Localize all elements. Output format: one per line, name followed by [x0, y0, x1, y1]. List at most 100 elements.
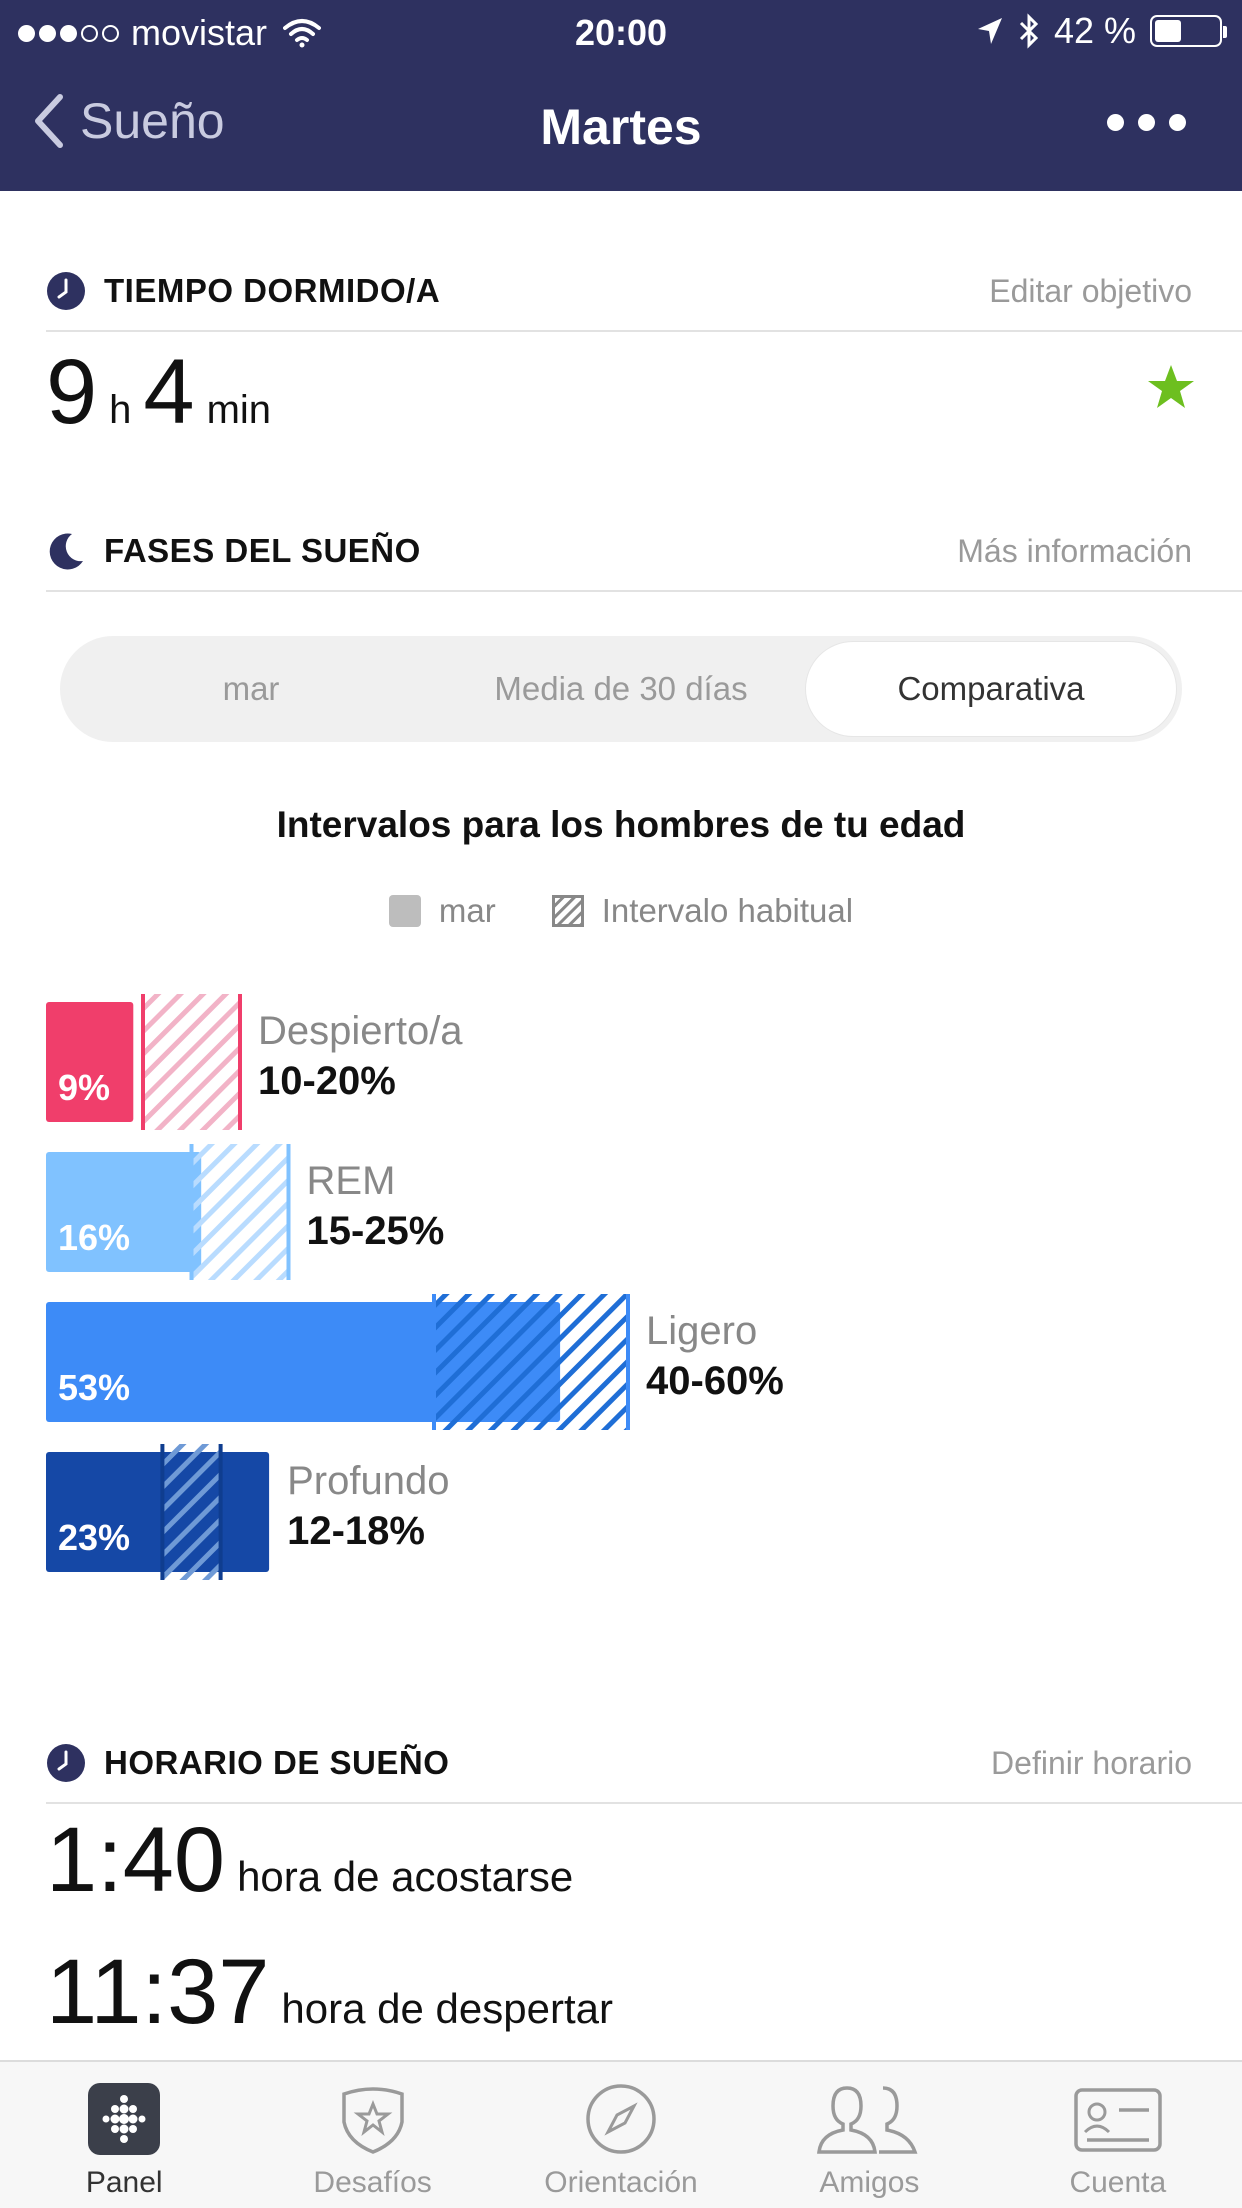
sleep-duration: 9 h 4 min	[46, 340, 283, 445]
minutes-unit: min	[206, 388, 272, 432]
tab-panel[interactable]: Panel	[0, 2062, 248, 2208]
more-info-link[interactable]: Más información	[957, 532, 1192, 569]
category-label-1: REM	[307, 1159, 396, 1203]
tab-guidance[interactable]: Orientación	[497, 2062, 745, 2208]
range-3	[162, 1444, 221, 1580]
set-schedule-link[interactable]: Definir horario	[991, 1744, 1192, 1781]
more-dot-icon	[1107, 114, 1124, 131]
segment-30-day-average[interactable]: Media de 30 días	[494, 670, 748, 707]
range-max-line-0	[238, 994, 242, 1130]
category-label-0: Despierto/a	[258, 1009, 463, 1053]
goal-star-icon	[1148, 365, 1194, 408]
legend-hatch-swatch	[551, 895, 584, 927]
range-2	[434, 1294, 628, 1430]
legend-range-label: Intervalo habitual	[601, 892, 854, 929]
tab-guidance-label: Orientación	[544, 2166, 698, 2199]
range-max-line-2	[626, 1294, 630, 1430]
more-options-button[interactable]	[1107, 114, 1186, 131]
app-header: movistar 20:00 42 %	[0, 0, 1242, 191]
tab-friends-label: Amigos	[819, 2166, 920, 2199]
legend-day-label: mar	[438, 892, 496, 929]
sleep-time-title: TIEMPO DORMIDO/A	[104, 272, 441, 309]
more-dot-icon	[1138, 114, 1155, 131]
sleep-minutes: 4	[143, 341, 195, 443]
value-label-3: 23%	[58, 1517, 130, 1558]
back-button-label: Sueño	[80, 93, 225, 149]
battery-icon	[1150, 15, 1227, 47]
range-min-line-2	[432, 1294, 436, 1430]
range-label-3: 12-18%	[287, 1509, 425, 1553]
more-dot-icon	[1169, 114, 1186, 131]
range-min-line-1	[189, 1144, 194, 1280]
chevron-left-icon	[35, 94, 63, 148]
challenge-badge-icon	[341, 2087, 404, 2154]
tab-challenges[interactable]: Desafíos	[248, 2062, 496, 2208]
signal-dot-icon	[39, 24, 56, 42]
signal-dot-empty-icon	[102, 24, 119, 42]
signal-dot-empty-icon	[81, 24, 98, 42]
view-segmented-control: mar Media de 30 días Comparativa	[60, 636, 1182, 742]
location-arrow-icon	[977, 18, 1002, 44]
sleep-phases-header: FASES DEL SUEÑO Más información	[46, 512, 1242, 592]
carrier-name: movistar	[131, 12, 268, 53]
bar-0	[46, 1002, 134, 1122]
category-label-3: Profundo	[287, 1459, 449, 1503]
clock-icon	[47, 1744, 85, 1782]
value-label-1: 16%	[58, 1217, 130, 1258]
range-min-line-3	[160, 1444, 165, 1580]
tab-friends[interactable]: Amigos	[745, 2062, 993, 2208]
sleep-phases-chart: 9% Despierto/a 10-20% 16% REM 15-25% 53% Ligero…	[46, 994, 784, 1580]
chart-legend: mar Intervalo habitual	[0, 892, 1242, 930]
range-min-line-0	[141, 994, 145, 1130]
battery-fill	[1155, 20, 1182, 42]
chart-title: Intervalos para los hombres de tu edad	[276, 804, 966, 845]
legend-item-day: mar	[388, 892, 496, 930]
panel-icon	[88, 2083, 161, 2155]
moon-icon	[49, 533, 83, 570]
tab-account[interactable]: Cuenta	[994, 2062, 1242, 2208]
segment-day[interactable]: mar	[222, 670, 280, 707]
sleep-phases-title: FASES DEL SUEÑO	[104, 532, 421, 569]
status-right: 42 %	[976, 10, 1227, 52]
bar-1	[46, 1152, 202, 1272]
compass-icon	[586, 2084, 656, 2154]
range-label-0: 10-20%	[258, 1059, 396, 1103]
bedtime-row: 1:40 hora de acostarse	[46, 1808, 585, 1913]
battery-percent: 42 %	[1053, 10, 1136, 51]
category-label-2: Ligero	[646, 1309, 757, 1353]
account-card-icon	[1074, 2088, 1162, 2152]
range-max-line-3	[218, 1444, 223, 1580]
hours-unit: h	[109, 388, 132, 432]
signal-dot-icon	[60, 24, 77, 42]
sleep-schedule-title: HORARIO DE SUEÑO	[104, 1744, 450, 1781]
tab-challenges-label: Desafíos	[313, 2166, 432, 2199]
edit-goal-link[interactable]: Editar objetivo	[989, 272, 1192, 309]
legend-solid-swatch	[388, 895, 421, 927]
bluetooth-icon	[1019, 13, 1039, 49]
sleep-hours: 9	[46, 341, 98, 443]
friends-icon	[817, 2086, 918, 2154]
bar-2	[46, 1302, 561, 1422]
segment-comparison[interactable]: Comparativa	[806, 642, 1176, 736]
carrier-info: movistar	[18, 12, 322, 54]
back-button[interactable]: Sueño	[34, 92, 225, 150]
tab-panel-label: Panel	[85, 2166, 163, 2199]
tab-account-label: Cuenta	[1069, 2166, 1167, 2199]
bedtime-label: hora de acostarse	[237, 1853, 574, 1900]
range-1	[191, 1144, 289, 1280]
clock-icon	[47, 272, 85, 310]
wifi-icon	[283, 19, 322, 48]
signal-dot-icon	[18, 24, 35, 42]
wake-row: 11:37 hora de despertar	[46, 1940, 625, 2045]
range-label-2: 40-60%	[646, 1359, 784, 1403]
status-bar: movistar 20:00 42 %	[0, 0, 1242, 64]
range-0	[143, 994, 240, 1130]
wake-value: 11:37	[46, 1941, 270, 2043]
bottom-tab-bar: Panel Desafíos Orientación Amigos	[0, 2060, 1242, 2208]
value-label-0: 9%	[58, 1067, 110, 1108]
sleep-time-header: TIEMPO DORMIDO/A Editar objetivo	[46, 252, 1242, 332]
bedtime-value: 1:40	[46, 1809, 226, 1911]
value-label-2: 53%	[58, 1367, 130, 1408]
range-max-line-1	[286, 1144, 291, 1280]
sleep-schedule-header: HORARIO DE SUEÑO Definir horario	[46, 1724, 1242, 1804]
